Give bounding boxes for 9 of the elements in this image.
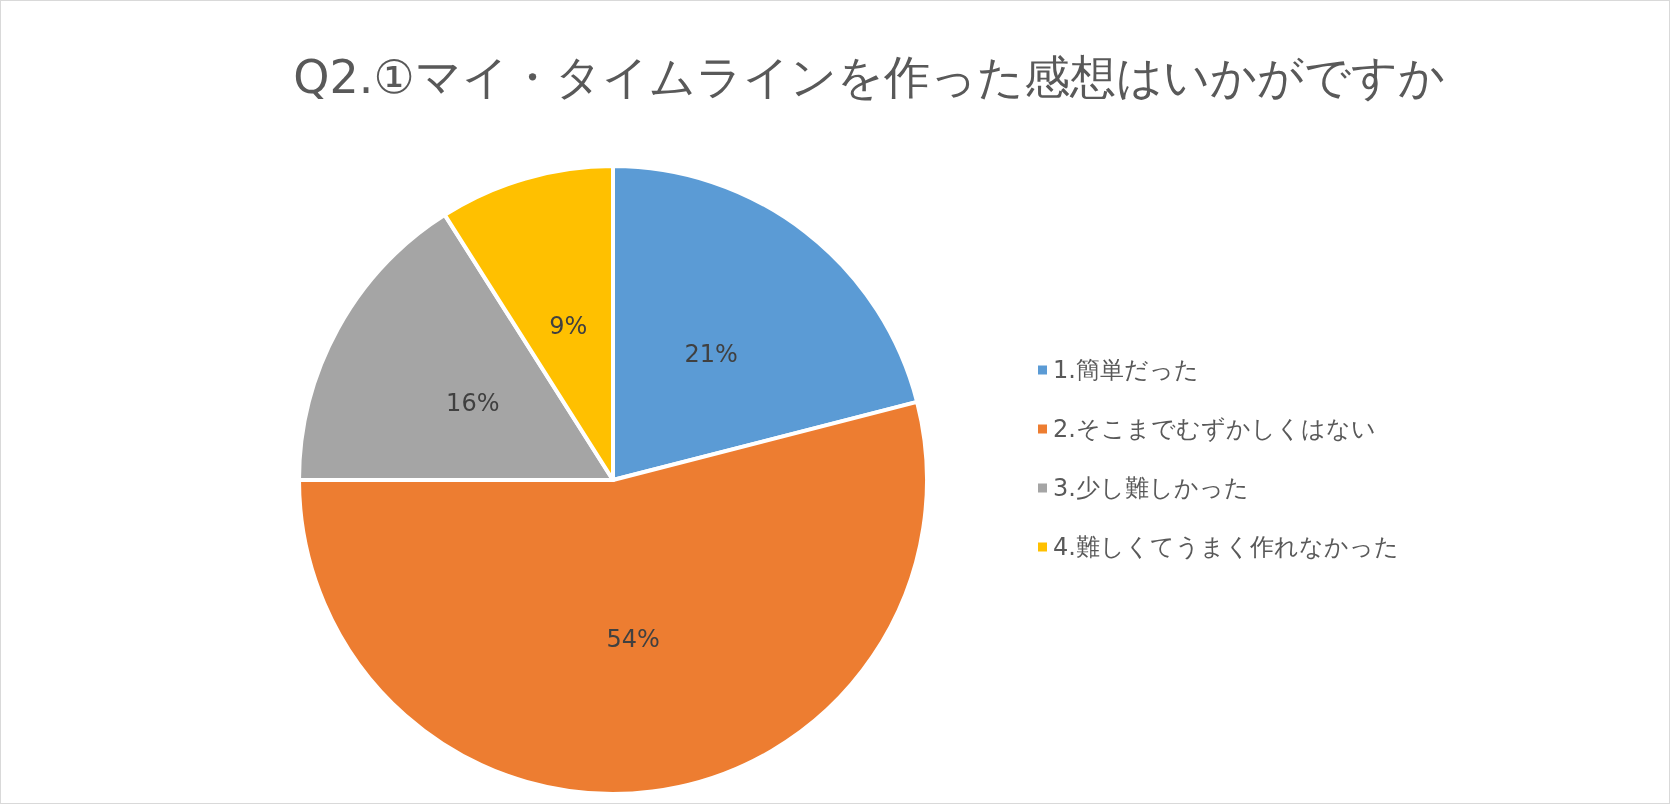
data-label: 9% — [549, 312, 588, 341]
data-label: 21% — [684, 339, 738, 368]
chart-title: Q2.①マイ・タイムラインを作った感想はいかがですか — [293, 50, 1445, 104]
data-label: 54% — [606, 624, 660, 653]
data-label: 16% — [446, 388, 500, 417]
legend-label: 2.そこまでむずかしくはない — [1053, 415, 1376, 443]
legend-label: 4.難しくてうまく作れなかった — [1053, 533, 1399, 561]
legend-label: 1.簡単だった — [1053, 356, 1199, 384]
legend-label: 3.少し難しかった — [1053, 474, 1249, 502]
